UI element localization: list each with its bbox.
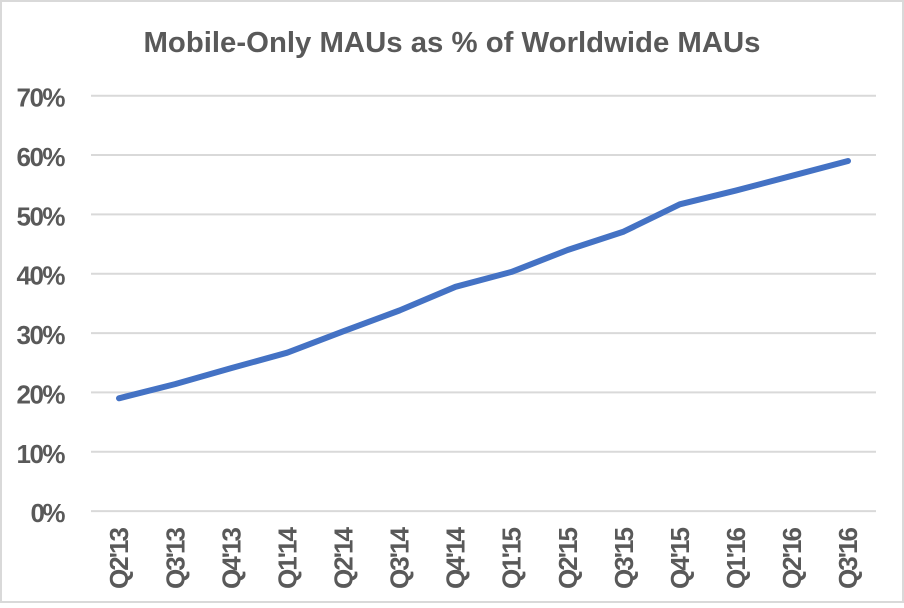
svg-text:70%: 70% bbox=[17, 83, 66, 113]
svg-text:Q3'15: Q3'15 bbox=[609, 527, 639, 589]
svg-text:10%: 10% bbox=[17, 439, 66, 469]
svg-text:Q1'15: Q1'15 bbox=[497, 527, 527, 589]
svg-text:Q4'15: Q4'15 bbox=[665, 527, 695, 589]
svg-text:40%: 40% bbox=[17, 261, 66, 291]
svg-text:Q3'13: Q3'13 bbox=[160, 527, 190, 589]
svg-text:Q2'14: Q2'14 bbox=[329, 526, 359, 589]
svg-text:20%: 20% bbox=[17, 379, 66, 409]
svg-text:Q1'14: Q1'14 bbox=[272, 526, 302, 589]
svg-text:50%: 50% bbox=[17, 201, 66, 231]
svg-text:Q2'13: Q2'13 bbox=[104, 527, 134, 589]
svg-text:Q2'15: Q2'15 bbox=[553, 527, 583, 589]
svg-text:Q3'16: Q3'16 bbox=[833, 527, 863, 589]
svg-text:Q4'13: Q4'13 bbox=[216, 527, 246, 589]
svg-text:60%: 60% bbox=[17, 142, 66, 172]
svg-text:30%: 30% bbox=[17, 320, 66, 350]
svg-text:Q3'14: Q3'14 bbox=[385, 526, 415, 589]
svg-text:Mobile-Only MAUs as % of World: Mobile-Only MAUs as % of Worldwide MAUs bbox=[144, 27, 761, 59]
svg-text:Q1'16: Q1'16 bbox=[721, 527, 751, 589]
svg-text:Q2'16: Q2'16 bbox=[777, 527, 807, 589]
svg-text:0%: 0% bbox=[31, 498, 66, 528]
svg-text:Q4'14: Q4'14 bbox=[441, 526, 471, 589]
